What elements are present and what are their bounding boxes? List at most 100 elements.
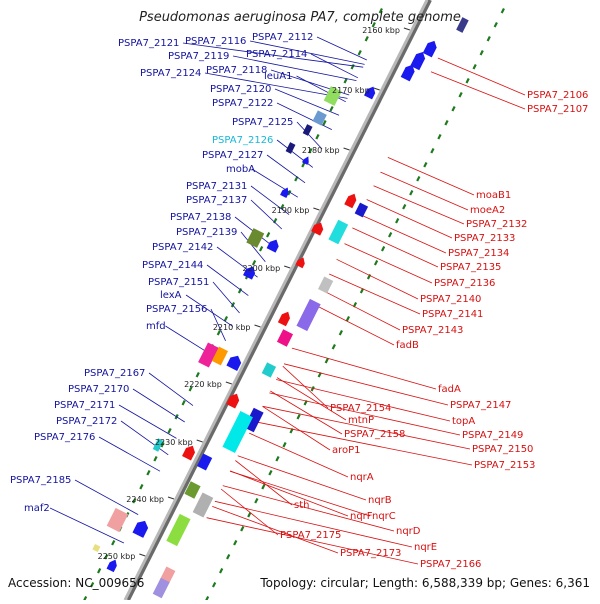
track-dot — [345, 316, 351, 322]
gene-features — [92, 17, 469, 599]
track-dot — [416, 176, 421, 182]
gene-feature — [152, 577, 170, 599]
track-dot — [322, 119, 327, 126]
right-gene-label: PSPA7_2135 — [440, 262, 501, 273]
leader-line — [251, 168, 299, 198]
track-dot — [451, 106, 456, 112]
leader-line — [387, 157, 475, 196]
gene-arrow — [410, 51, 426, 71]
gene-feature — [106, 507, 129, 533]
left-gene-label: PSPA7_2139 — [176, 227, 237, 238]
gene-box — [222, 410, 253, 454]
gene-arrow — [302, 156, 309, 165]
gene-arrow — [226, 355, 242, 371]
track-dot — [479, 50, 484, 56]
leader-line — [250, 199, 283, 230]
leader-line — [232, 55, 357, 81]
leader-line — [214, 500, 413, 548]
leader-line — [321, 289, 401, 331]
right-gene-label: PSPA7_2173 — [340, 548, 401, 559]
left-gene-label: PSPA7_2167 — [84, 368, 145, 379]
ruler-label: 2180 kbp — [302, 146, 340, 155]
track-dot — [315, 134, 320, 140]
gene-box — [211, 346, 228, 366]
gene-arrow — [277, 311, 290, 327]
track-dot — [350, 64, 355, 70]
right-gene-label: moaB1 — [476, 190, 511, 201]
track-dot — [139, 484, 144, 490]
right-gene-label: nqrC — [372, 511, 396, 522]
left-gene-label: PSPA7_2124 — [140, 68, 201, 79]
right-gene-label: PSPA7_2175 — [280, 530, 341, 541]
track-dot — [223, 316, 229, 322]
gene-feature — [311, 222, 324, 236]
track-dot — [378, 7, 383, 14]
leader-line — [120, 420, 169, 456]
track-dot — [132, 498, 137, 504]
left-gene-label: PSPA7_2137 — [186, 195, 247, 206]
track-dot — [216, 330, 221, 336]
track-dot — [247, 512, 252, 518]
gene-box — [197, 453, 213, 471]
left-gene-label: leuA1 — [264, 71, 292, 82]
right-gene-label: PSPA7_2106 — [527, 90, 588, 101]
gene-feature — [166, 513, 191, 547]
left-gene-label: PSPA7_2120 — [210, 84, 271, 95]
left-gene-label: lexA — [160, 290, 182, 301]
gene-feature — [456, 17, 469, 33]
ruler-tick — [196, 439, 203, 443]
ruler-tick — [373, 87, 380, 91]
gene-box — [92, 543, 101, 553]
genome-title: Pseudomonas aeruginosa PA7, complete gen… — [139, 10, 461, 25]
leader-line — [237, 455, 367, 501]
track-dot — [280, 204, 285, 210]
right-gene-label: PSPA7_2147 — [450, 400, 511, 411]
gene-feature — [132, 520, 149, 538]
ruler-label: 2250 kbp — [98, 552, 136, 561]
track-dot — [395, 218, 400, 224]
leader-line — [329, 273, 421, 315]
right-gene-label: PSPA7_2150 — [472, 444, 533, 455]
gene-feature — [261, 362, 277, 378]
leader-line — [262, 405, 471, 450]
track-dot — [146, 470, 151, 476]
leader-line — [352, 227, 439, 268]
leader-line — [74, 479, 139, 515]
gene-box — [276, 329, 294, 347]
left-gene-label: PSPA7_2138 — [170, 212, 231, 223]
track-dot — [167, 428, 172, 434]
gene-feature — [323, 86, 342, 106]
accession-text: Accession: NC_009656 — [8, 576, 145, 590]
left-gene-label: PSPA7_2118 — [206, 65, 267, 76]
gene-box — [312, 110, 327, 126]
track-dot — [308, 148, 313, 154]
track-dot — [371, 22, 376, 28]
left-gene-label: PSPA7_2121 — [118, 38, 179, 49]
left-gene-label: PSPA7_2171 — [54, 400, 115, 411]
left-gene-label: PSPA7_2131 — [186, 181, 247, 192]
gene-arrow — [266, 239, 279, 253]
left-gene-label: PSPA7_2185 — [10, 475, 71, 486]
right-gene-label: fadB — [396, 340, 419, 351]
leader-line — [249, 40, 365, 65]
gene-arrow — [344, 193, 357, 209]
gene-arrow — [226, 393, 240, 409]
right-labels: PSPA7_2106 PSPA7_2107 moaB1 moeA2 PSPA7_2132… — [280, 90, 588, 570]
left-gene-label: PSPA7_2170 — [68, 384, 129, 395]
gene-feature — [266, 239, 279, 253]
left-gene-label: PSPA7_2151 — [148, 277, 209, 288]
gene-box — [152, 577, 170, 599]
right-gene-label: moeA2 — [470, 205, 505, 216]
gene-box — [302, 124, 313, 136]
left-gene-label: PSPA7_2172 — [56, 416, 117, 427]
right-gene-label: sth — [294, 500, 309, 511]
track-dot — [493, 22, 498, 28]
track-dot — [465, 78, 470, 84]
leader-line — [359, 213, 447, 254]
track-dot — [338, 330, 343, 336]
gene-feature — [246, 228, 265, 248]
leader-line — [313, 304, 395, 346]
left-gene-label: PSPA7_2126 — [212, 135, 273, 146]
gene-feature — [226, 355, 242, 371]
